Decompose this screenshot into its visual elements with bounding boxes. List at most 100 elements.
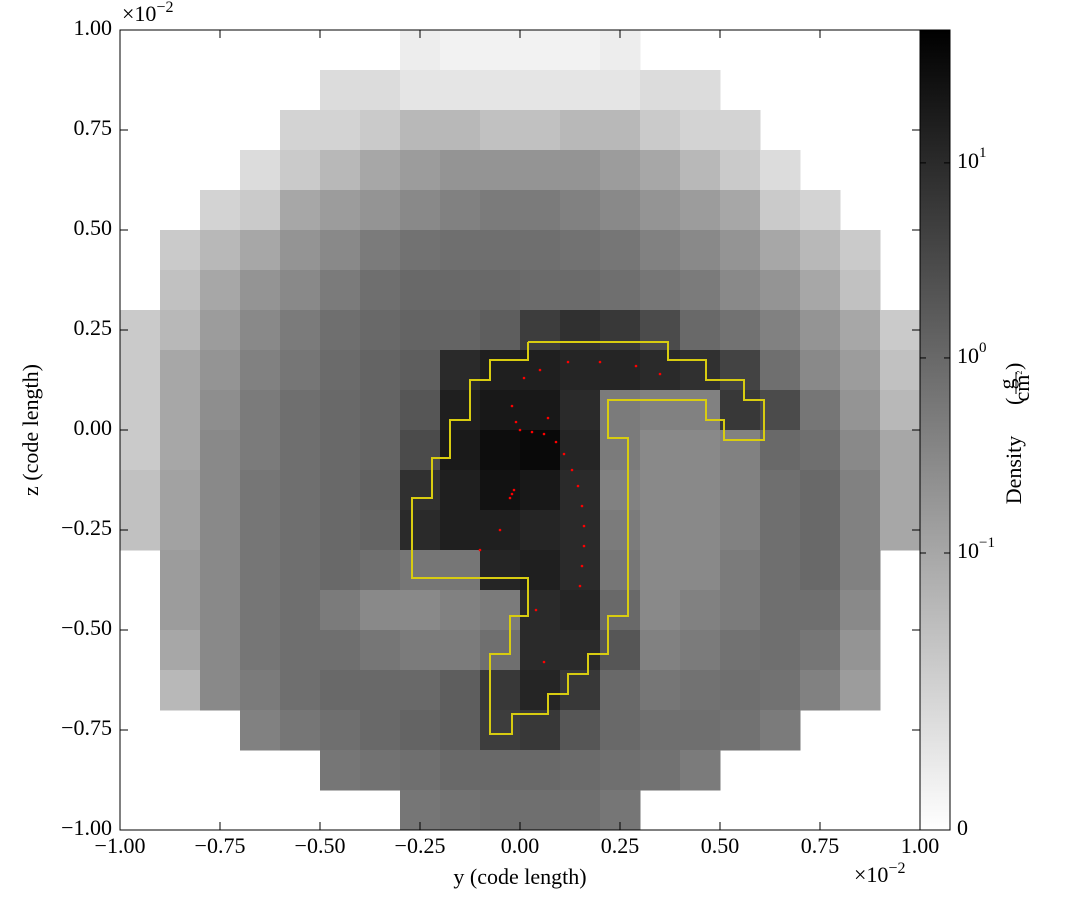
paren: ( bbox=[1001, 398, 1026, 405]
cell bbox=[240, 430, 281, 471]
y-tick-label: −0.50 bbox=[61, 615, 112, 640]
cell bbox=[680, 390, 721, 431]
cell bbox=[240, 310, 281, 351]
cell bbox=[240, 470, 281, 511]
cell bbox=[800, 390, 841, 431]
heatmap bbox=[120, 30, 920, 830]
cell bbox=[480, 110, 521, 151]
cell bbox=[200, 630, 241, 671]
particle bbox=[522, 376, 526, 380]
cell bbox=[680, 430, 721, 471]
cell bbox=[520, 630, 561, 671]
particle bbox=[534, 608, 538, 612]
cell bbox=[400, 70, 441, 111]
cell bbox=[440, 430, 481, 471]
cell bbox=[600, 190, 641, 231]
cell bbox=[520, 310, 561, 351]
particle bbox=[512, 488, 516, 492]
cell bbox=[400, 310, 441, 351]
cell bbox=[520, 710, 561, 751]
cell bbox=[520, 70, 561, 111]
cell bbox=[400, 590, 441, 631]
cell bbox=[720, 710, 761, 751]
cell bbox=[560, 190, 601, 231]
cell bbox=[280, 430, 321, 471]
cell bbox=[640, 670, 681, 711]
cell bbox=[680, 550, 721, 591]
cell bbox=[520, 750, 561, 791]
cell bbox=[760, 590, 801, 631]
cell bbox=[120, 350, 161, 391]
colorbar-tick-label: 101 bbox=[957, 145, 987, 173]
cell bbox=[200, 590, 241, 631]
cell bbox=[200, 190, 241, 231]
cell bbox=[720, 590, 761, 631]
cell bbox=[640, 590, 681, 631]
cell bbox=[280, 550, 321, 591]
cell bbox=[720, 150, 761, 191]
cell bbox=[640, 430, 681, 471]
cell bbox=[640, 350, 681, 391]
tick-base: 0 bbox=[957, 815, 968, 840]
cell bbox=[640, 390, 681, 431]
cell bbox=[400, 150, 441, 191]
cell bbox=[560, 30, 601, 71]
particle bbox=[542, 660, 546, 664]
cell bbox=[360, 70, 401, 111]
particle bbox=[580, 564, 584, 568]
cell bbox=[800, 230, 841, 271]
cell bbox=[760, 390, 801, 431]
cell bbox=[840, 270, 881, 311]
cell bbox=[200, 390, 241, 431]
cell bbox=[400, 350, 441, 391]
cell bbox=[160, 230, 201, 271]
particle bbox=[546, 416, 550, 420]
cell bbox=[840, 310, 881, 351]
cell bbox=[520, 390, 561, 431]
cell bbox=[360, 510, 401, 551]
cell bbox=[560, 110, 601, 151]
cell bbox=[360, 190, 401, 231]
cell bbox=[840, 630, 881, 671]
cell bbox=[680, 190, 721, 231]
units-numerator: g bbox=[994, 379, 1019, 390]
cell bbox=[840, 350, 881, 391]
cell bbox=[800, 350, 841, 391]
cell bbox=[200, 310, 241, 351]
cell bbox=[360, 750, 401, 791]
cell bbox=[720, 270, 761, 311]
cell bbox=[440, 230, 481, 271]
cell bbox=[640, 470, 681, 511]
cell bbox=[240, 190, 281, 231]
cell bbox=[680, 750, 721, 791]
cell bbox=[760, 190, 801, 231]
cell bbox=[480, 230, 521, 271]
cell bbox=[840, 430, 881, 471]
cell bbox=[760, 670, 801, 711]
cell bbox=[320, 390, 361, 431]
cell bbox=[480, 270, 521, 311]
cell bbox=[520, 510, 561, 551]
cell bbox=[720, 310, 761, 351]
cell bbox=[360, 430, 401, 471]
cell bbox=[800, 270, 841, 311]
tick-base: 10 bbox=[957, 538, 979, 563]
cell bbox=[720, 470, 761, 511]
cell bbox=[480, 750, 521, 791]
cell bbox=[240, 230, 281, 271]
cell bbox=[560, 750, 601, 791]
y-tick-label: 0.50 bbox=[74, 215, 113, 240]
cell bbox=[480, 390, 521, 431]
cell bbox=[240, 350, 281, 391]
cell bbox=[840, 550, 881, 591]
cell bbox=[200, 550, 241, 591]
cell bbox=[280, 710, 321, 751]
cell bbox=[640, 190, 681, 231]
cell bbox=[200, 430, 241, 471]
cell bbox=[360, 390, 401, 431]
cell bbox=[200, 510, 241, 551]
cell bbox=[480, 790, 521, 830]
cell bbox=[640, 710, 681, 751]
cell bbox=[400, 710, 441, 751]
cell bbox=[480, 590, 521, 631]
